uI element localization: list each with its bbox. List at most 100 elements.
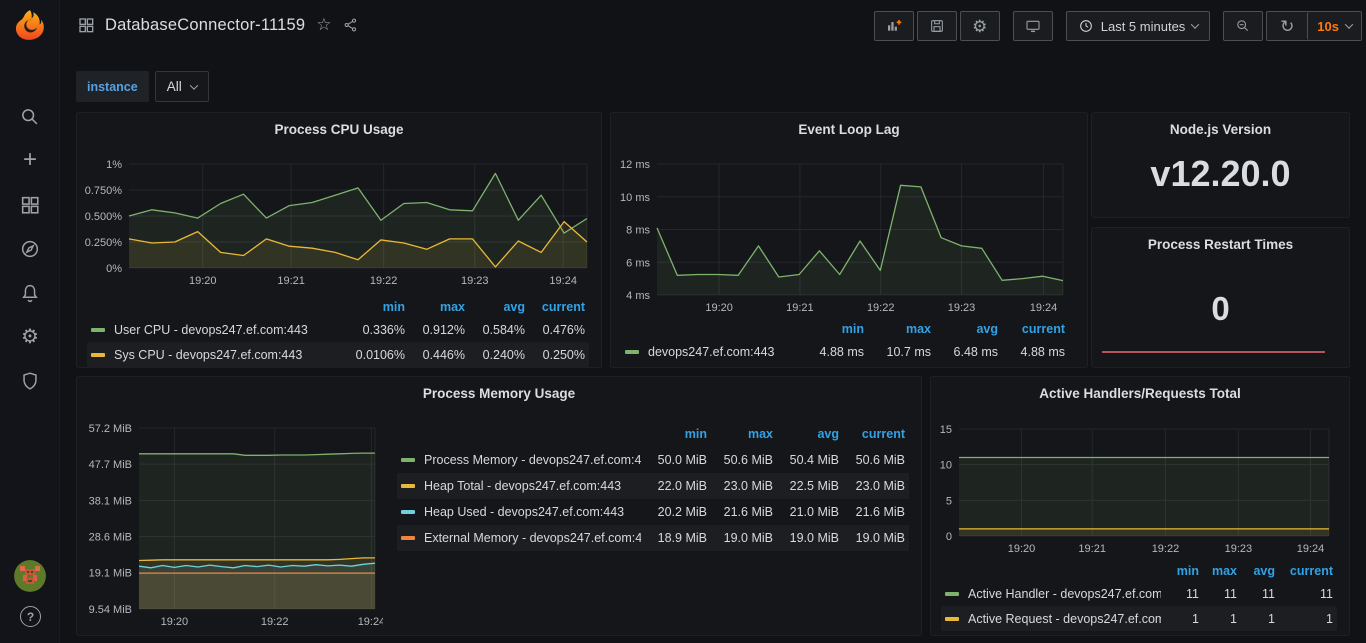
series-name[interactable]: Heap Used - devops247.ef.com:443 [424,505,641,519]
svg-text:1%: 1% [106,159,122,171]
series-color-swatch[interactable] [945,592,959,596]
series-name[interactable]: Process Memory - devops247.ef.com:443 [424,453,641,467]
variable-value: All [167,79,182,94]
svg-text:19:22: 19:22 [1152,543,1180,555]
panel-title[interactable]: Process Memory Usage [77,383,921,405]
legend-value: 11 [1161,587,1199,601]
series-color-swatch[interactable] [91,328,105,332]
legend-col-max[interactable]: max [864,322,931,336]
add-panel-button[interactable] [874,11,914,41]
legend-col-min[interactable]: min [345,300,405,314]
series-name[interactable]: Sys CPU - devops247.ef.com:443 [114,348,345,362]
dashboard-title[interactable]: DatabaseConnector-11159 [105,16,305,35]
svg-text:19:24: 19:24 [358,616,383,628]
legend-col-avg[interactable]: avg [465,300,525,314]
panel-title[interactable]: Event Loop Lag [611,119,1087,141]
grafana-logo-icon [13,8,47,42]
compass-icon [19,238,41,260]
legend-col-avg[interactable]: avg [773,427,839,441]
legend-col-max[interactable]: max [1199,564,1237,578]
legend-value: 0.476% [525,323,585,337]
sidebar-item-server-admin[interactable] [0,363,60,399]
series-color-swatch[interactable] [945,617,959,621]
variable-value-dropdown[interactable]: All [155,71,209,102]
legend-value: 6.48 ms [931,345,998,359]
legend-col-max[interactable]: max [707,427,773,441]
svg-text:19:21: 19:21 [1078,543,1106,555]
grafana-logo[interactable] [13,8,47,42]
legend-value: 23.0 MiB [839,479,905,493]
zoom-out-button[interactable] [1223,11,1263,41]
legend-col-avg[interactable]: avg [931,322,998,336]
series-color-swatch[interactable] [401,510,415,514]
svg-text:19:23: 19:23 [948,302,976,314]
chevron-down-icon [1191,20,1199,28]
dashboards-grid-icon [19,194,41,216]
sidebar-item-alerting[interactable] [0,275,60,311]
series-name[interactable]: User CPU - devops247.ef.com:443 [114,323,345,337]
svg-text:19:22: 19:22 [867,302,895,314]
series-name[interactable]: Active Request - devops247.ef.com:443 [968,612,1161,626]
series-color-swatch[interactable] [401,458,415,462]
series-color-swatch[interactable] [91,353,105,357]
series-color-swatch[interactable] [401,484,415,488]
series-name[interactable]: Heap Total - devops247.ef.com:443 [424,479,641,493]
save-dashboard-button[interactable] [917,11,957,41]
svg-text:0: 0 [946,531,952,543]
panel-event-loop-lag: Event Loop Lag 4 ms6 ms8 ms10 ms12 ms19:… [610,112,1088,368]
star-icon[interactable]: ☆ [316,15,331,35]
memory-usage-chart[interactable]: 9.54 MiB19.1 MiB28.6 MiB38.1 MiB47.7 MiB… [83,417,383,634]
share-icon[interactable] [343,17,359,33]
series-name[interactable]: devops247.ef.com:443 [648,345,797,359]
user-avatar[interactable] [14,560,46,592]
legend-value: 21.6 MiB [707,505,773,519]
series-name[interactable]: Active Handler - devops247.ef.com:443 [968,587,1161,601]
nodejs-version-value: v12.20.0 [1092,153,1349,195]
sidebar-item-dashboards[interactable] [0,187,60,223]
legend-col-current[interactable]: current [1275,564,1333,578]
panel-title[interactable]: Process Restart Times [1092,234,1349,256]
refresh-interval-dropdown[interactable]: 10s [1307,12,1361,40]
sidebar-item-create[interactable]: + [0,142,60,178]
legend-value: 4.88 ms [797,345,864,359]
dashboard-settings-button[interactable]: ⚙ [960,11,1000,41]
legend-col-max[interactable]: max [405,300,465,314]
sidebar-item-explore[interactable] [0,231,60,267]
time-range-picker[interactable]: Last 5 minutes [1066,11,1211,41]
series-name[interactable]: External Memory - devops247.ef.com:443 [424,531,641,545]
legend-col-current[interactable]: current [998,322,1065,336]
legend-value: 50.6 MiB [839,453,905,467]
gear-icon: ⚙ [21,327,39,347]
sidebar-item-help[interactable]: ? [20,606,41,627]
legend-col-min[interactable]: min [641,427,707,441]
legend-col-avg[interactable]: avg [1237,564,1275,578]
refresh-icon: ↻ [1280,18,1294,35]
sidebar-item-configuration[interactable]: ⚙ [0,319,60,355]
shield-icon [19,370,41,392]
legend-value: 11 [1237,587,1275,601]
svg-text:19:20: 19:20 [189,275,217,287]
svg-text:0.500%: 0.500% [85,211,123,223]
legend-value: 23.0 MiB [707,479,773,493]
sidebar-item-search[interactable] [0,99,60,135]
legend-header: minmaxavgcurrent [621,319,1069,339]
legend-row: Active Handler - devops247.ef.com:443111… [941,581,1337,606]
svg-text:4 ms: 4 ms [626,290,650,302]
active-handlers-chart[interactable]: 05101519:2019:2119:2219:2319:24 [937,417,1337,562]
legend-value: 1 [1199,612,1237,626]
legend-value: 11 [1199,587,1237,601]
panel-title[interactable]: Process CPU Usage [77,119,601,141]
legend-col-current[interactable]: current [839,427,905,441]
legend-col-min[interactable]: min [1161,564,1199,578]
refresh-button[interactable]: ↻ [1267,12,1307,40]
legend-col-current[interactable]: current [525,300,585,314]
memory-legend: minmaxavgcurrent Process Memory - devops2… [397,421,909,551]
cycle-view-mode-button[interactable] [1013,11,1053,41]
panel-title[interactable]: Active Handlers/Requests Total [931,383,1349,405]
event-loop-lag-chart[interactable]: 4 ms6 ms8 ms10 ms12 ms19:2019:2119:2219:… [617,153,1083,320]
legend-col-min[interactable]: min [797,322,864,336]
panel-title[interactable]: Node.js Version [1092,119,1349,141]
series-color-swatch[interactable] [625,350,639,354]
cpu-usage-chart[interactable]: 0%0.250%0.500%0.750%1%19:2019:2119:2219:… [83,153,597,298]
series-color-swatch[interactable] [401,536,415,540]
